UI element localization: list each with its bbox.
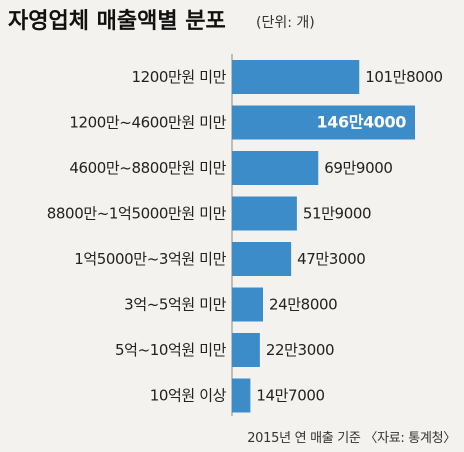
bar [232, 151, 319, 185]
category-label: 3억~5억원 미만 [124, 296, 226, 314]
category-label: 1200만~4600만원 미만 [69, 114, 226, 132]
bar [232, 333, 260, 367]
value-label: 69만9000 [324, 159, 392, 177]
bar [232, 60, 360, 94]
chart-unit-label: (단위: 개) [256, 15, 315, 31]
bars-layer: 1200만원 미만 101만8000 1200만~4600만원 미만 146만4000… [47, 60, 443, 413]
chart-title: 자영업체 매출액별 분포 [8, 9, 226, 34]
category-label: 1200만원 미만 [131, 68, 226, 86]
value-label: 22만3000 [266, 341, 334, 359]
bar [232, 196, 297, 231]
value-label: 51만9000 [303, 205, 371, 223]
bar [232, 378, 251, 413]
category-label: 8800만~1억5000만원 미만 [47, 205, 227, 223]
category-label: 1억5000만~3억원 미만 [74, 250, 226, 268]
value-label: 14만7000 [256, 387, 324, 405]
value-label: 101만8000 [365, 68, 442, 86]
bar [232, 287, 263, 322]
value-label: 146만4000 [317, 113, 407, 132]
source-note: 2015년 연 매출 기준 〈자료: 통계청〉 [247, 431, 456, 446]
bar [232, 242, 292, 276]
value-label: 47만3000 [297, 250, 365, 268]
value-label: 24만8000 [269, 296, 337, 314]
category-label: 5억~10억원 미만 [115, 341, 227, 359]
bar [232, 105, 415, 140]
category-label: 10억원 이상 [150, 387, 227, 405]
category-label: 4600만~8800만원 미만 [69, 159, 226, 177]
